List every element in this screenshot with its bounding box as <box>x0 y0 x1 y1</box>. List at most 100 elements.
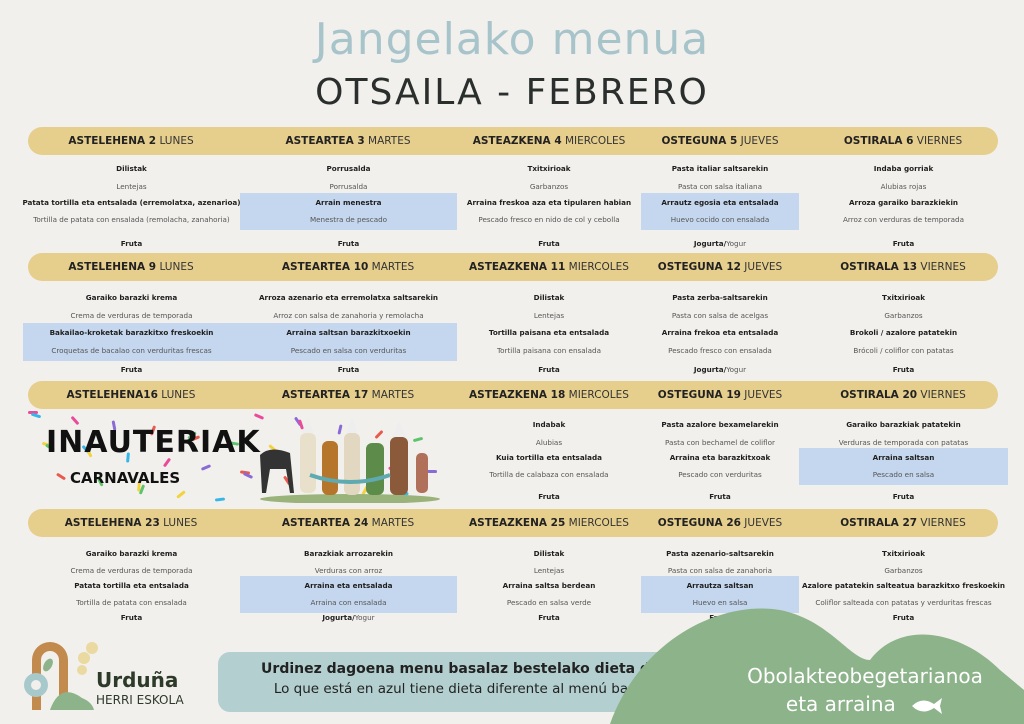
day-name-eu: ASTEARTEA 24 <box>281 517 369 529</box>
first-course-es: Lentejas <box>533 311 565 320</box>
first-course-eu: Dilistak <box>533 549 565 558</box>
day-name-eu: ASTELEHENA 9 <box>68 261 157 273</box>
carnival-illustration <box>260 417 440 503</box>
dessert-eu: Fruta <box>538 239 560 248</box>
day-name-es: VIERNES <box>920 517 966 529</box>
second-course-eu: Arroza garaiko barazkiekin <box>848 198 959 207</box>
day-name-es: JUEVES <box>744 389 783 401</box>
day-name-es: VIERNES <box>920 389 966 401</box>
carnival-subtitle: CARNAVALES <box>70 469 181 487</box>
second-course-eu: Arraina saltsa berdean <box>502 581 596 590</box>
day-name-eu: OSTEGUNA 12 <box>657 261 741 273</box>
vegetarian-label-line1: Obolakteobegetarianoa <box>747 664 983 688</box>
day-name-es: VIERNES <box>920 261 966 273</box>
second-course-eu: Kuia tortilla eta entsalada <box>495 453 602 462</box>
vegetarian-label: Obolakteobegetarianoa eta arraina <box>705 662 1024 718</box>
day-header: OSTEGUNA 5 JUEVES <box>620 127 820 155</box>
confetti-piece <box>55 472 67 481</box>
first-course-es: Crema de verduras de temporada <box>70 566 193 575</box>
day-header: OSTIRALA 27 VIERNES <box>803 509 1003 537</box>
logo-subtitle: HERRI ESKOLA <box>96 693 184 707</box>
diet-highlight <box>641 576 799 613</box>
day-header: OSTIRALA 20 VIERNES <box>803 381 1003 409</box>
dessert-eu: Jogurta/ <box>322 613 355 622</box>
second-course-eu: Bakailao-kroketak barazkitxo freskoekin <box>49 328 214 337</box>
day-header: ASTEARTEA 3 MARTES <box>248 127 448 155</box>
second-course-es: Pescado fresco con ensalada <box>668 346 772 355</box>
dessert: Fruta <box>779 613 1024 623</box>
confetti-piece <box>214 497 226 502</box>
dessert: Fruta <box>621 492 819 502</box>
day-name-es: MARTES <box>371 517 415 529</box>
day-name-es: MARTES <box>371 389 415 401</box>
dessert-eu: Fruta <box>892 365 915 374</box>
dessert-eu: Fruta <box>892 239 915 248</box>
day-name-es: MIERCOLES <box>564 135 626 147</box>
dessert-eu: Fruta <box>337 239 360 248</box>
second-course-eu: Brokoli / azalore patatekin <box>849 328 958 337</box>
second-course-eu: Arraina saltsan <box>872 453 935 462</box>
dessert: Fruta <box>3 613 260 623</box>
dessert: Fruta <box>779 492 1024 502</box>
first-course-es: Verduras con arroz <box>314 566 383 575</box>
day-name-es: JUEVES <box>744 261 783 273</box>
dessert: Fruta <box>3 365 260 375</box>
first-course-eu: Barazkiak arrozarekin <box>304 549 393 558</box>
day-header: OSTEGUNA 19 JUEVES <box>620 381 820 409</box>
day-header: OSTEGUNA 26 JUEVES <box>620 509 820 537</box>
day-header: ASTEAZKENA 4 MIERCOLES <box>449 127 649 155</box>
week-block: ASTELEHENA16 LUNES ASTEARTEA 17 MARTES AST… <box>0 381 1024 511</box>
dessert: Fruta <box>779 365 1024 375</box>
day-name-es: MIERCOLES <box>568 517 629 529</box>
second-course-es: Pescado fresco en nido de col y cebolla <box>478 215 620 224</box>
first-course-es: Alubias rojas <box>880 182 927 191</box>
dessert-eu: Fruta <box>538 365 560 374</box>
second-course-es: Arroz con verduras de temporada <box>843 215 964 224</box>
day-header: ASTEARTEA 24 MARTES <box>248 509 448 537</box>
second-course-es: Tortilla de calabaza con ensalada <box>489 470 609 479</box>
day-name-es: LUNES <box>159 135 194 147</box>
first-course-es: Porrusalda <box>329 182 368 191</box>
diet-highlight <box>641 193 799 230</box>
carnival-panel: INAUTERIAK CARNAVALES <box>28 411 453 505</box>
day-name-eu: ASTELEHENA16 <box>66 389 158 401</box>
day-header: ASTEAZKENA 11 MIERCOLES <box>449 253 649 281</box>
first-course-eu: Txitxirioak <box>881 293 926 302</box>
second-course-es: Pescado en salsa <box>872 470 935 479</box>
day-name-eu: OSTEGUNA 26 <box>657 517 741 529</box>
first-course-eu: Txitxirioak <box>881 549 926 558</box>
confetti-piece <box>200 464 212 471</box>
day-name-eu: ASTEAZKENA 25 <box>469 517 566 529</box>
first-course-eu: Pasta italiar saltsarekin <box>671 164 769 173</box>
dessert: Fruta <box>779 239 1024 249</box>
first-course-eu: Arroza azenario eta erremolatxa saltsare… <box>258 293 439 302</box>
first-course-es: Pasta con salsa de zanahoria <box>667 566 773 575</box>
second-course-eu: Arrautza saltsan <box>686 581 754 590</box>
second-course-eu: Patata tortilla eta entsalada <box>74 581 189 590</box>
logo-arch-icon <box>24 642 98 710</box>
page-title: Jangelako menua <box>314 14 710 65</box>
first-course-es: Lentejas <box>116 182 147 191</box>
day-header: ASTEARTEA 10 MARTES <box>248 253 448 281</box>
dessert: Fruta <box>437 239 661 249</box>
first-course-es: Pasta con salsa italiana <box>677 182 762 191</box>
second-course-eu: Azalore patatekin salteatua barazkitxo f… <box>802 581 1005 590</box>
first-course-es: Pasta con bechamel de coliflor <box>665 438 775 447</box>
dessert: Fruta <box>437 365 661 375</box>
week-header-bar <box>28 253 998 281</box>
day-header: OSTIRALA 13 VIERNES <box>803 253 1003 281</box>
dessert: Fruta <box>220 365 477 375</box>
second-course-es: Tortilla paisana con ensalada <box>496 346 602 355</box>
day-header: ASTELEHENA16 LUNES <box>31 381 231 409</box>
dessert-eu: Fruta <box>709 492 731 501</box>
second-course-es: Pescado con verduritas <box>678 470 762 479</box>
dessert: Fruta <box>437 613 661 623</box>
dessert-eu: Fruta <box>120 365 143 374</box>
week-header-bar <box>28 127 998 155</box>
first-course-es: Pasta con salsa de acelgas <box>671 311 769 320</box>
second-course-eu: Arraina freskoa aza eta tipularen habian <box>466 198 632 207</box>
first-course-eu: Indaba gorriak <box>873 164 934 173</box>
first-course-es: Garbanzos <box>884 311 923 320</box>
day-header: ASTEARTEA 17 MARTES <box>248 381 448 409</box>
confetti-piece <box>28 411 38 414</box>
